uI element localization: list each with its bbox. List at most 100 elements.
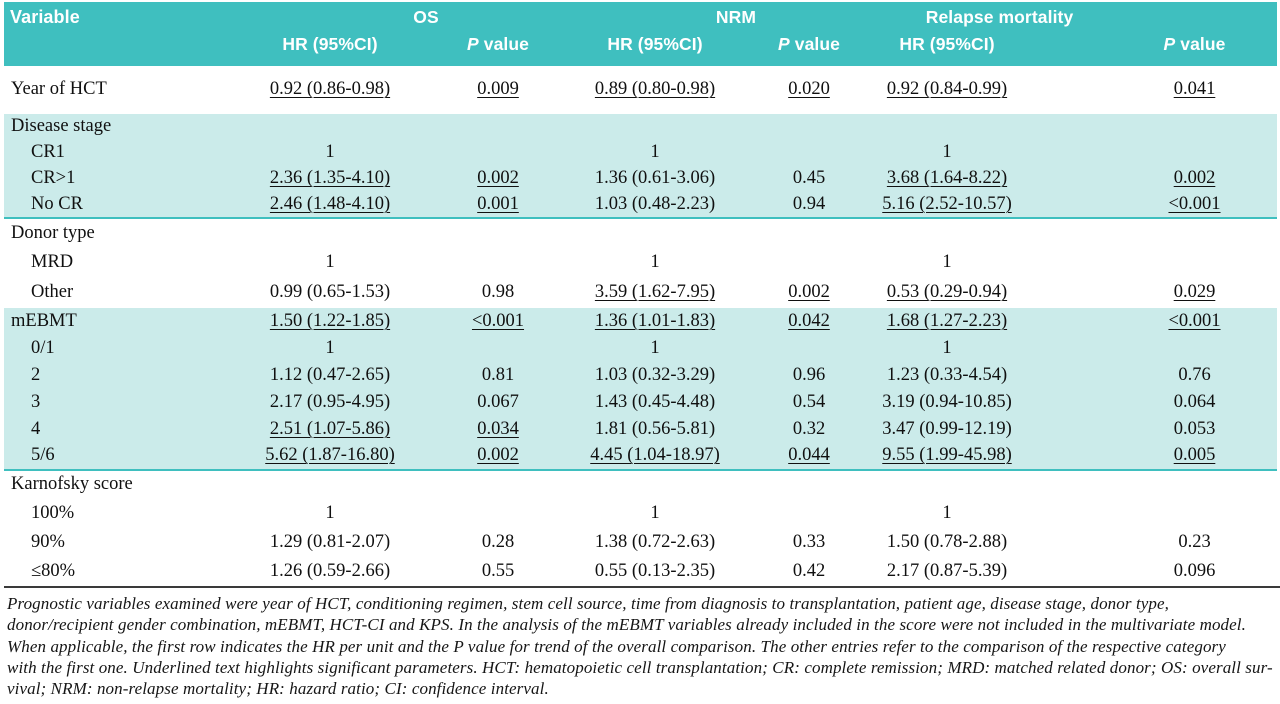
cell-relapse-hr: 3.47 (0.99-12.19)	[872, 416, 1022, 443]
cell-relapse-pvalue: 0.76	[1022, 362, 1277, 389]
cell-nrm-pvalue	[746, 248, 872, 278]
cell-os-pvalue	[432, 218, 564, 248]
value: 0.067	[477, 391, 519, 412]
value: 0.33	[792, 531, 826, 552]
cell-nrm-pvalue	[746, 114, 872, 140]
cell-relapse-pvalue: 0.096	[1022, 557, 1277, 586]
value: 1.12 (0.47-2.65)	[269, 364, 391, 385]
significant-value: 2.46 (1.48-4.10)	[269, 193, 391, 214]
cell-nrm-hr: 1	[564, 499, 746, 528]
table-row: 2 1.12 (0.47-2.65) 0.81 1.03 (0.32-3.29) 0.9…	[4, 362, 1277, 389]
cell-nrm-hr	[564, 218, 746, 248]
value: 1	[325, 252, 335, 273]
cell-relapse-hr: 0.53 (0.29-0.94)	[872, 278, 1022, 308]
p-italic: P	[778, 34, 790, 54]
column-header-nrm-hr: HR (95%CI)	[564, 32, 746, 66]
column-group-relapse-mortality: Relapse mortality	[872, 2, 1277, 32]
significant-value: 0.92 (0.86-0.98)	[269, 79, 391, 100]
value: 1	[942, 142, 952, 163]
row-label: mEBMT	[4, 308, 228, 335]
significant-value: 0.044	[788, 445, 830, 466]
cell-nrm-hr: 1	[564, 140, 746, 166]
cell-nrm-hr: 1.36 (1.01-1.83)	[564, 308, 746, 335]
cell-os-hr: 0.99 (0.65-1.53)	[228, 278, 432, 308]
row-label: Disease stage	[4, 114, 228, 140]
p-rest: value	[478, 34, 529, 54]
cell-relapse-hr: 1.50 (0.78-2.88)	[872, 528, 1022, 557]
value: 1.81 (0.56-5.81)	[594, 418, 716, 439]
significant-value: 0.005	[1173, 445, 1216, 466]
value: 0.55	[481, 560, 515, 581]
cell-os-pvalue: <0.001	[432, 308, 564, 335]
significant-value: 0.029	[1173, 282, 1216, 303]
value: 0.053	[1173, 418, 1216, 439]
significant-value: 0.034	[477, 418, 519, 439]
cell-nrm-hr: 1.03 (0.32-3.29)	[564, 362, 746, 389]
cell-os-pvalue: 0.98	[432, 278, 564, 308]
value: 1	[325, 502, 335, 523]
cell-relapse-hr	[872, 114, 1022, 140]
significant-value: 9.55 (1.99-45.98)	[882, 445, 1012, 466]
cell-relapse-pvalue	[1022, 248, 1277, 278]
value: 1.23 (0.33-4.54)	[886, 364, 1008, 385]
row-label: 90%	[4, 528, 228, 557]
table-row: 3 2.17 (0.95-4.95) 0.067 1.43 (0.45-4.48) 0.…	[4, 389, 1277, 416]
cell-nrm-pvalue	[746, 218, 872, 248]
significant-value: 0.041	[1173, 79, 1216, 100]
prognostic-factors-table: Variable OS NRM Relapse mortality HR (95…	[4, 2, 1277, 586]
value: 3.19 (0.94-10.85)	[882, 391, 1012, 412]
column-header-os-pvalue: P value	[432, 32, 564, 66]
cell-os-hr	[228, 218, 432, 248]
significant-value: 0.002	[1173, 168, 1216, 189]
cell-relapse-pvalue	[1022, 114, 1277, 140]
cell-os-pvalue	[432, 140, 564, 166]
value: 0.23	[1178, 531, 1211, 552]
cell-nrm-pvalue: 0.042	[746, 308, 872, 335]
cell-nrm-pvalue: 0.45	[746, 166, 872, 192]
significant-value: 0.002	[477, 445, 519, 466]
row-label: MRD	[4, 248, 228, 278]
column-group-nrm: NRM	[564, 2, 872, 32]
cell-relapse-pvalue: <0.001	[1022, 192, 1277, 219]
table-row: mEBMT 1.50 (1.22-1.85) <0.001 1.36 (1.01-1.…	[4, 308, 1277, 335]
value: 1.43 (0.45-4.48)	[594, 391, 716, 412]
cell-os-hr: 5.62 (1.87-16.80)	[228, 443, 432, 471]
significant-value: 0.002	[788, 282, 830, 303]
cell-nrm-pvalue: 0.020	[746, 66, 872, 114]
row-label: Other	[4, 278, 228, 308]
row-label: 0/1	[4, 335, 228, 362]
footnote-line: with the first one. Underlined text high…	[7, 657, 1273, 677]
cell-relapse-hr: 1.23 (0.33-4.54)	[872, 362, 1022, 389]
p-italic: P	[467, 34, 479, 54]
significant-value: 1.50 (1.22-1.85)	[269, 310, 391, 331]
significant-value: 2.36 (1.35-4.10)	[269, 168, 391, 189]
cell-os-pvalue: 0.001	[432, 192, 564, 219]
cell-os-hr: 2.36 (1.35-4.10)	[228, 166, 432, 192]
cell-relapse-hr: 3.19 (0.94-10.85)	[872, 389, 1022, 416]
cell-os-hr: 1	[228, 140, 432, 166]
table-footnote: Prognostic variables examined were year …	[4, 586, 1280, 699]
row-label: Year of HCT	[4, 66, 228, 114]
significant-value: 0.89 (0.80-0.98)	[594, 79, 716, 100]
row-label: CR1	[4, 140, 228, 166]
table-row: Donor type	[4, 218, 1277, 248]
cell-relapse-hr: 1.68 (1.27-2.23)	[872, 308, 1022, 335]
table-row: Karnofsky score	[4, 470, 1277, 499]
row-label: No CR	[4, 192, 228, 219]
significant-value: 5.62 (1.87-16.80)	[265, 445, 395, 466]
cell-relapse-pvalue: 0.041	[1022, 66, 1277, 114]
value: 0.28	[481, 531, 515, 552]
value: 1.03 (0.32-3.29)	[594, 364, 716, 385]
cell-nrm-pvalue: 0.96	[746, 362, 872, 389]
cell-nrm-hr: 1	[564, 335, 746, 362]
value: 1	[650, 502, 660, 523]
column-header-variable: Variable	[4, 2, 228, 66]
cell-os-hr: 1.26 (0.59-2.66)	[228, 557, 432, 586]
cell-nrm-pvalue: 0.044	[746, 443, 872, 471]
column-header-relapse-hr: HR (95%CI)	[872, 32, 1022, 66]
row-label: CR>1	[4, 166, 228, 192]
cell-nrm-hr: 1.03 (0.48-2.23)	[564, 192, 746, 219]
cell-os-pvalue	[432, 470, 564, 499]
row-label: ≤80%	[4, 557, 228, 586]
